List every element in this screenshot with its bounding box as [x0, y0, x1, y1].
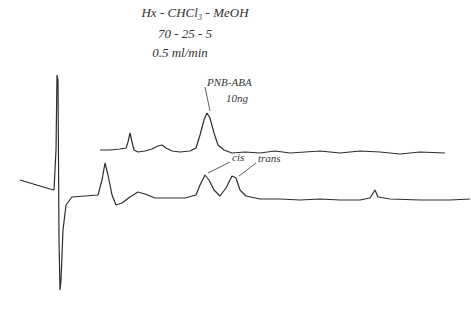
- svg-text:PNB-ABA: PNB-ABA: [206, 76, 252, 88]
- svg-text:70 - 25 - 5: 70 - 25 - 5: [158, 26, 213, 41]
- svg-text:cis: cis: [232, 151, 245, 163]
- svg-text:10ng: 10ng: [226, 92, 249, 104]
- svg-text:trans: trans: [258, 152, 281, 164]
- svg-text:0.5 ml/min: 0.5 ml/min: [152, 45, 208, 60]
- svg-text:Hx - CHCl₃ - MeOH: Hx - CHCl₃ - MeOH: [140, 5, 249, 20]
